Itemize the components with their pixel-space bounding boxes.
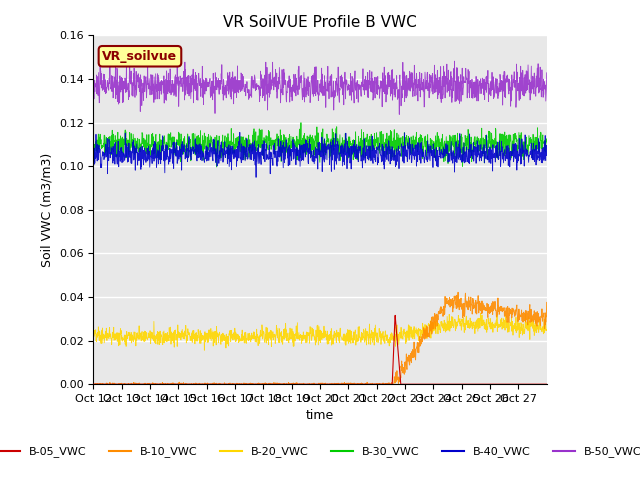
X-axis label: time: time — [306, 409, 334, 422]
Title: VR SoilVUE Profile B VWC: VR SoilVUE Profile B VWC — [223, 15, 417, 30]
Legend: B-05_VWC, B-10_VWC, B-20_VWC, B-30_VWC, B-40_VWC, B-50_VWC: B-05_VWC, B-10_VWC, B-20_VWC, B-30_VWC, … — [0, 442, 640, 462]
Text: VR_soilvue: VR_soilvue — [102, 50, 177, 63]
Y-axis label: Soil VWC (m3/m3): Soil VWC (m3/m3) — [40, 153, 53, 267]
